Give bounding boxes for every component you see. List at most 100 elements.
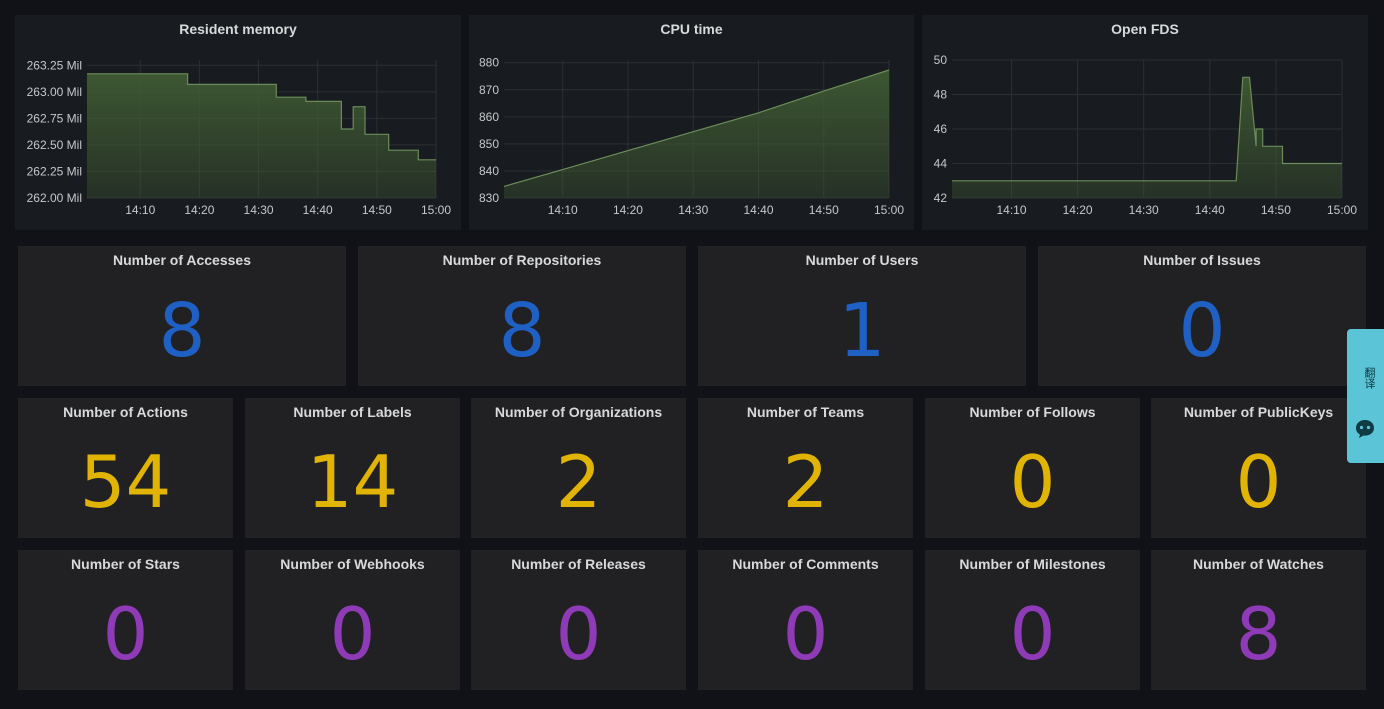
stat-webhooks[interactable]: Number of Webhooks 0 [245, 550, 460, 690]
stat-title: Number of Milestones [959, 556, 1106, 572]
stat-title: Number of Accesses [113, 252, 251, 268]
x-tick-label: 14:40 [303, 203, 333, 217]
x-tick-label: 15:00 [421, 203, 451, 217]
stat-value: 0 [1009, 440, 1056, 524]
chart-title: Resident memory [179, 21, 297, 37]
stat-title: Number of Users [805, 252, 919, 268]
chart-panel-resident-memory[interactable]: Resident memory 263.25 Mil 263.00 Mil 262.… [15, 15, 461, 230]
stat-title: Number of Labels [293, 404, 412, 420]
x-tick-label: 14:10 [996, 203, 1026, 217]
chart-title: CPU time [660, 21, 723, 37]
x-tick-label: 14:50 [1261, 203, 1291, 217]
stat-publickeys[interactable]: Number of PublicKeys 0 [1151, 398, 1366, 538]
x-tick-label: 14:40 [1195, 203, 1225, 217]
stat-value: 0 [1235, 440, 1282, 524]
stat-watches[interactable]: Number of Watches 8 [1151, 550, 1366, 690]
y-tick-label: 830 [479, 191, 499, 205]
y-tick-label: 263.00 Mil [27, 85, 82, 99]
grid: 880 870 860 850 840 830 14:10 14:20 14:30 14:40 14… [479, 56, 904, 217]
chat-bubble-icon [1356, 420, 1374, 438]
x-tick-label: 14:20 [1063, 203, 1093, 217]
stat-value: 2 [555, 440, 602, 524]
stat-title: Number of Organizations [494, 404, 663, 420]
stat-actions[interactable]: Number of Actions 54 [18, 398, 233, 538]
stat-title: Number of Watches [1193, 556, 1324, 572]
stat-title: Number of Follows [969, 404, 1096, 420]
stat-comments[interactable]: Number of Comments 0 [698, 550, 913, 690]
stat-users[interactable]: Number of Users 1 [698, 246, 1026, 386]
x-tick-label: 14:20 [184, 203, 214, 217]
stat-title: Number of Teams [746, 404, 865, 420]
grid: 50 48 46 44 42 14:10 14:20 14:30 14:40 14:50 15:00 [934, 53, 1358, 217]
stat-value: 0 [1009, 592, 1056, 676]
series-line [503, 69, 890, 187]
stat-title: Number of PublicKeys [1183, 404, 1334, 420]
y-tick-label: 46 [934, 122, 948, 136]
stat-value: 8 [498, 288, 546, 374]
y-tick-label: 50 [934, 53, 948, 67]
stat-title: Number of Repositories [442, 252, 602, 268]
chart-panel-cpu-time[interactable]: CPU time 880 870 860 850 840 830 14:10 14:20 14:… [469, 15, 914, 230]
stat-title: Number of Issues [1143, 252, 1261, 268]
y-tick-label: 262.00 Mil [27, 191, 82, 205]
y-tick-label: 263.25 Mil [27, 58, 82, 72]
stat-value: 8 [1235, 592, 1282, 676]
x-tick-label: 14:40 [743, 203, 773, 217]
y-tick-label: 48 [934, 88, 948, 102]
series-area [952, 77, 1342, 198]
stat-value: 0 [102, 592, 149, 676]
y-tick-label: 860 [479, 110, 499, 124]
y-tick-label: 262.50 Mil [27, 138, 82, 152]
stat-value: 2 [782, 440, 829, 524]
stat-value: 0 [329, 592, 376, 676]
y-tick-label: 262.75 Mil [27, 111, 82, 125]
x-tick-label: 14:30 [1129, 203, 1159, 217]
stat-value: 54 [79, 440, 172, 524]
stat-title: Number of Webhooks [280, 556, 425, 572]
y-tick-label: 262.25 Mil [27, 164, 82, 178]
stat-title: Number of Comments [732, 556, 879, 572]
stat-issues[interactable]: Number of Issues 0 [1038, 246, 1366, 386]
grid: 263.25 Mil 263.00 Mil 262.75 Mil 262.50 Mil… [27, 58, 452, 217]
series-line [87, 73, 436, 161]
chart-panel-open-fds[interactable]: Open FDS 50 48 46 44 42 14:10 14:20 14:30 14:40 1… [922, 15, 1368, 230]
x-tick-label: 15:00 [1327, 203, 1357, 217]
stat-repositories[interactable]: Number of Repositories 8 [358, 246, 686, 386]
side-tab-label: 翻译 [1363, 367, 1375, 389]
series-area [87, 73, 436, 198]
chart-title: Open FDS [1111, 21, 1179, 37]
stat-value: 0 [555, 592, 602, 676]
x-tick-label: 14:10 [548, 203, 578, 217]
stat-labels[interactable]: Number of Labels 14 [245, 398, 460, 538]
y-tick-label: 870 [479, 83, 499, 97]
stat-value: 0 [782, 592, 829, 676]
stat-teams[interactable]: Number of Teams 2 [698, 398, 913, 538]
y-tick-label: 44 [934, 157, 948, 171]
stat-stars[interactable]: Number of Stars 0 [18, 550, 233, 690]
x-tick-label: 14:10 [125, 203, 155, 217]
x-tick-label: 14:50 [809, 203, 839, 217]
y-tick-label: 880 [479, 56, 499, 70]
stat-releases[interactable]: Number of Releases 0 [471, 550, 686, 690]
y-tick-label: 840 [479, 164, 499, 178]
stat-accesses[interactable]: Number of Accesses 8 [18, 246, 346, 386]
series-line [952, 76, 1342, 182]
stat-value: 14 [306, 440, 399, 524]
x-tick-label: 15:00 [874, 203, 904, 217]
translate-side-tab[interactable]: 翻译 [1347, 329, 1384, 463]
stat-follows[interactable]: Number of Follows 0 [925, 398, 1140, 538]
chart-cpu-time: 880 870 860 850 840 830 14:10 14:20 14:30 14:40 14… [479, 56, 904, 217]
stat-organizations[interactable]: Number of Organizations 2 [471, 398, 686, 538]
stat-title: Number of Actions [63, 404, 188, 420]
stat-title: Number of Stars [71, 556, 180, 572]
x-tick-label: 14:50 [362, 203, 392, 217]
stat-milestones[interactable]: Number of Milestones 0 [925, 550, 1140, 690]
y-tick-label: 42 [934, 191, 948, 205]
stat-value: 1 [838, 288, 886, 374]
stat-value: 8 [158, 288, 206, 374]
stat-value: 0 [1178, 288, 1226, 374]
chart-resident-memory: 263.25 Mil 263.00 Mil 262.75 Mil 262.50 Mil… [27, 58, 452, 217]
stat-title: Number of Releases [511, 556, 646, 572]
x-tick-label: 14:20 [613, 203, 643, 217]
x-tick-label: 14:30 [244, 203, 274, 217]
